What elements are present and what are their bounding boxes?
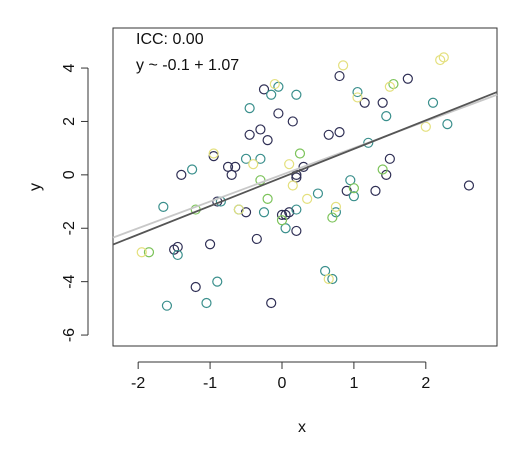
point: [341, 185, 352, 196]
point: [187, 164, 198, 175]
point: [352, 92, 363, 103]
point: [273, 108, 284, 119]
plot-box: [112, 27, 498, 347]
point: [381, 169, 392, 180]
x-tick-label: -1: [203, 375, 217, 392]
point: [338, 60, 349, 71]
point: [334, 127, 345, 138]
point: [287, 180, 298, 191]
point: [352, 86, 363, 98]
point: [442, 119, 453, 130]
point: [212, 276, 223, 287]
point: [463, 180, 475, 191]
point: [161, 300, 173, 311]
annotation: y ~ -0.1 + 1.07: [136, 57, 239, 74]
point: [204, 239, 216, 250]
point: [201, 297, 212, 309]
point: [330, 207, 342, 218]
point: [276, 209, 288, 221]
point: [287, 116, 298, 127]
point: [258, 207, 270, 218]
point: [323, 129, 334, 140]
y-tick-label: 2: [61, 117, 78, 126]
point: [420, 121, 431, 132]
x-tick-label: 0: [278, 375, 287, 392]
point: [273, 81, 284, 92]
y-axis-label: y: [27, 183, 44, 191]
point: [427, 97, 439, 108]
point: [291, 89, 302, 100]
point: [384, 81, 395, 92]
point: [334, 70, 345, 82]
point: [323, 273, 334, 285]
x-axis-label: x: [298, 419, 306, 436]
point: [284, 159, 295, 170]
y-tick-label: -4: [61, 274, 78, 288]
point: [262, 135, 273, 146]
point: [280, 209, 291, 221]
x-tick-label: 1: [349, 375, 358, 392]
point: [370, 185, 381, 196]
point: [402, 73, 413, 84]
point: [312, 188, 324, 199]
fit-line: [112, 91, 498, 246]
point: [302, 193, 313, 204]
point: [251, 233, 262, 245]
point: [190, 281, 201, 293]
point: [438, 52, 449, 63]
point: [359, 97, 370, 108]
point: [377, 164, 388, 175]
point: [388, 78, 399, 90]
point: [136, 247, 147, 258]
point: [266, 297, 277, 309]
y-tick-label: -2: [61, 221, 78, 235]
point: [348, 183, 359, 194]
fit-line: [112, 93, 498, 239]
x-tick-label: -2: [131, 375, 145, 392]
point: [327, 273, 338, 285]
point: [240, 207, 252, 218]
point: [208, 151, 219, 162]
point: [363, 137, 374, 148]
point: [233, 204, 244, 215]
point: [143, 247, 155, 258]
point: [248, 159, 259, 170]
point: [381, 111, 392, 122]
point: [172, 249, 183, 261]
y-tick-label: 4: [61, 64, 78, 73]
point: [269, 78, 280, 90]
point: [258, 84, 270, 95]
point: [158, 201, 169, 212]
point: [255, 153, 266, 164]
point: [291, 225, 302, 237]
point: [240, 153, 252, 164]
point: [284, 207, 295, 218]
point: [244, 129, 255, 140]
point: [176, 169, 187, 180]
point: [330, 201, 342, 212]
y-tick-label: -6: [61, 328, 78, 342]
point: [169, 244, 180, 255]
annotation: ICC: 0.00: [136, 31, 204, 48]
point: [327, 212, 338, 223]
point: [230, 161, 241, 172]
point: [208, 148, 219, 159]
x-tick-label: 2: [421, 375, 430, 392]
point: [172, 241, 183, 253]
y-tick-label: 0: [61, 170, 78, 179]
point: [384, 153, 395, 164]
point: [294, 148, 306, 159]
point: [291, 169, 302, 180]
point: [255, 124, 266, 135]
point: [377, 97, 388, 108]
point: [435, 54, 446, 66]
point: [266, 89, 277, 100]
point: [244, 103, 255, 114]
point: [276, 215, 288, 226]
point: [291, 204, 302, 215]
point: [262, 193, 273, 204]
point: [348, 191, 359, 202]
